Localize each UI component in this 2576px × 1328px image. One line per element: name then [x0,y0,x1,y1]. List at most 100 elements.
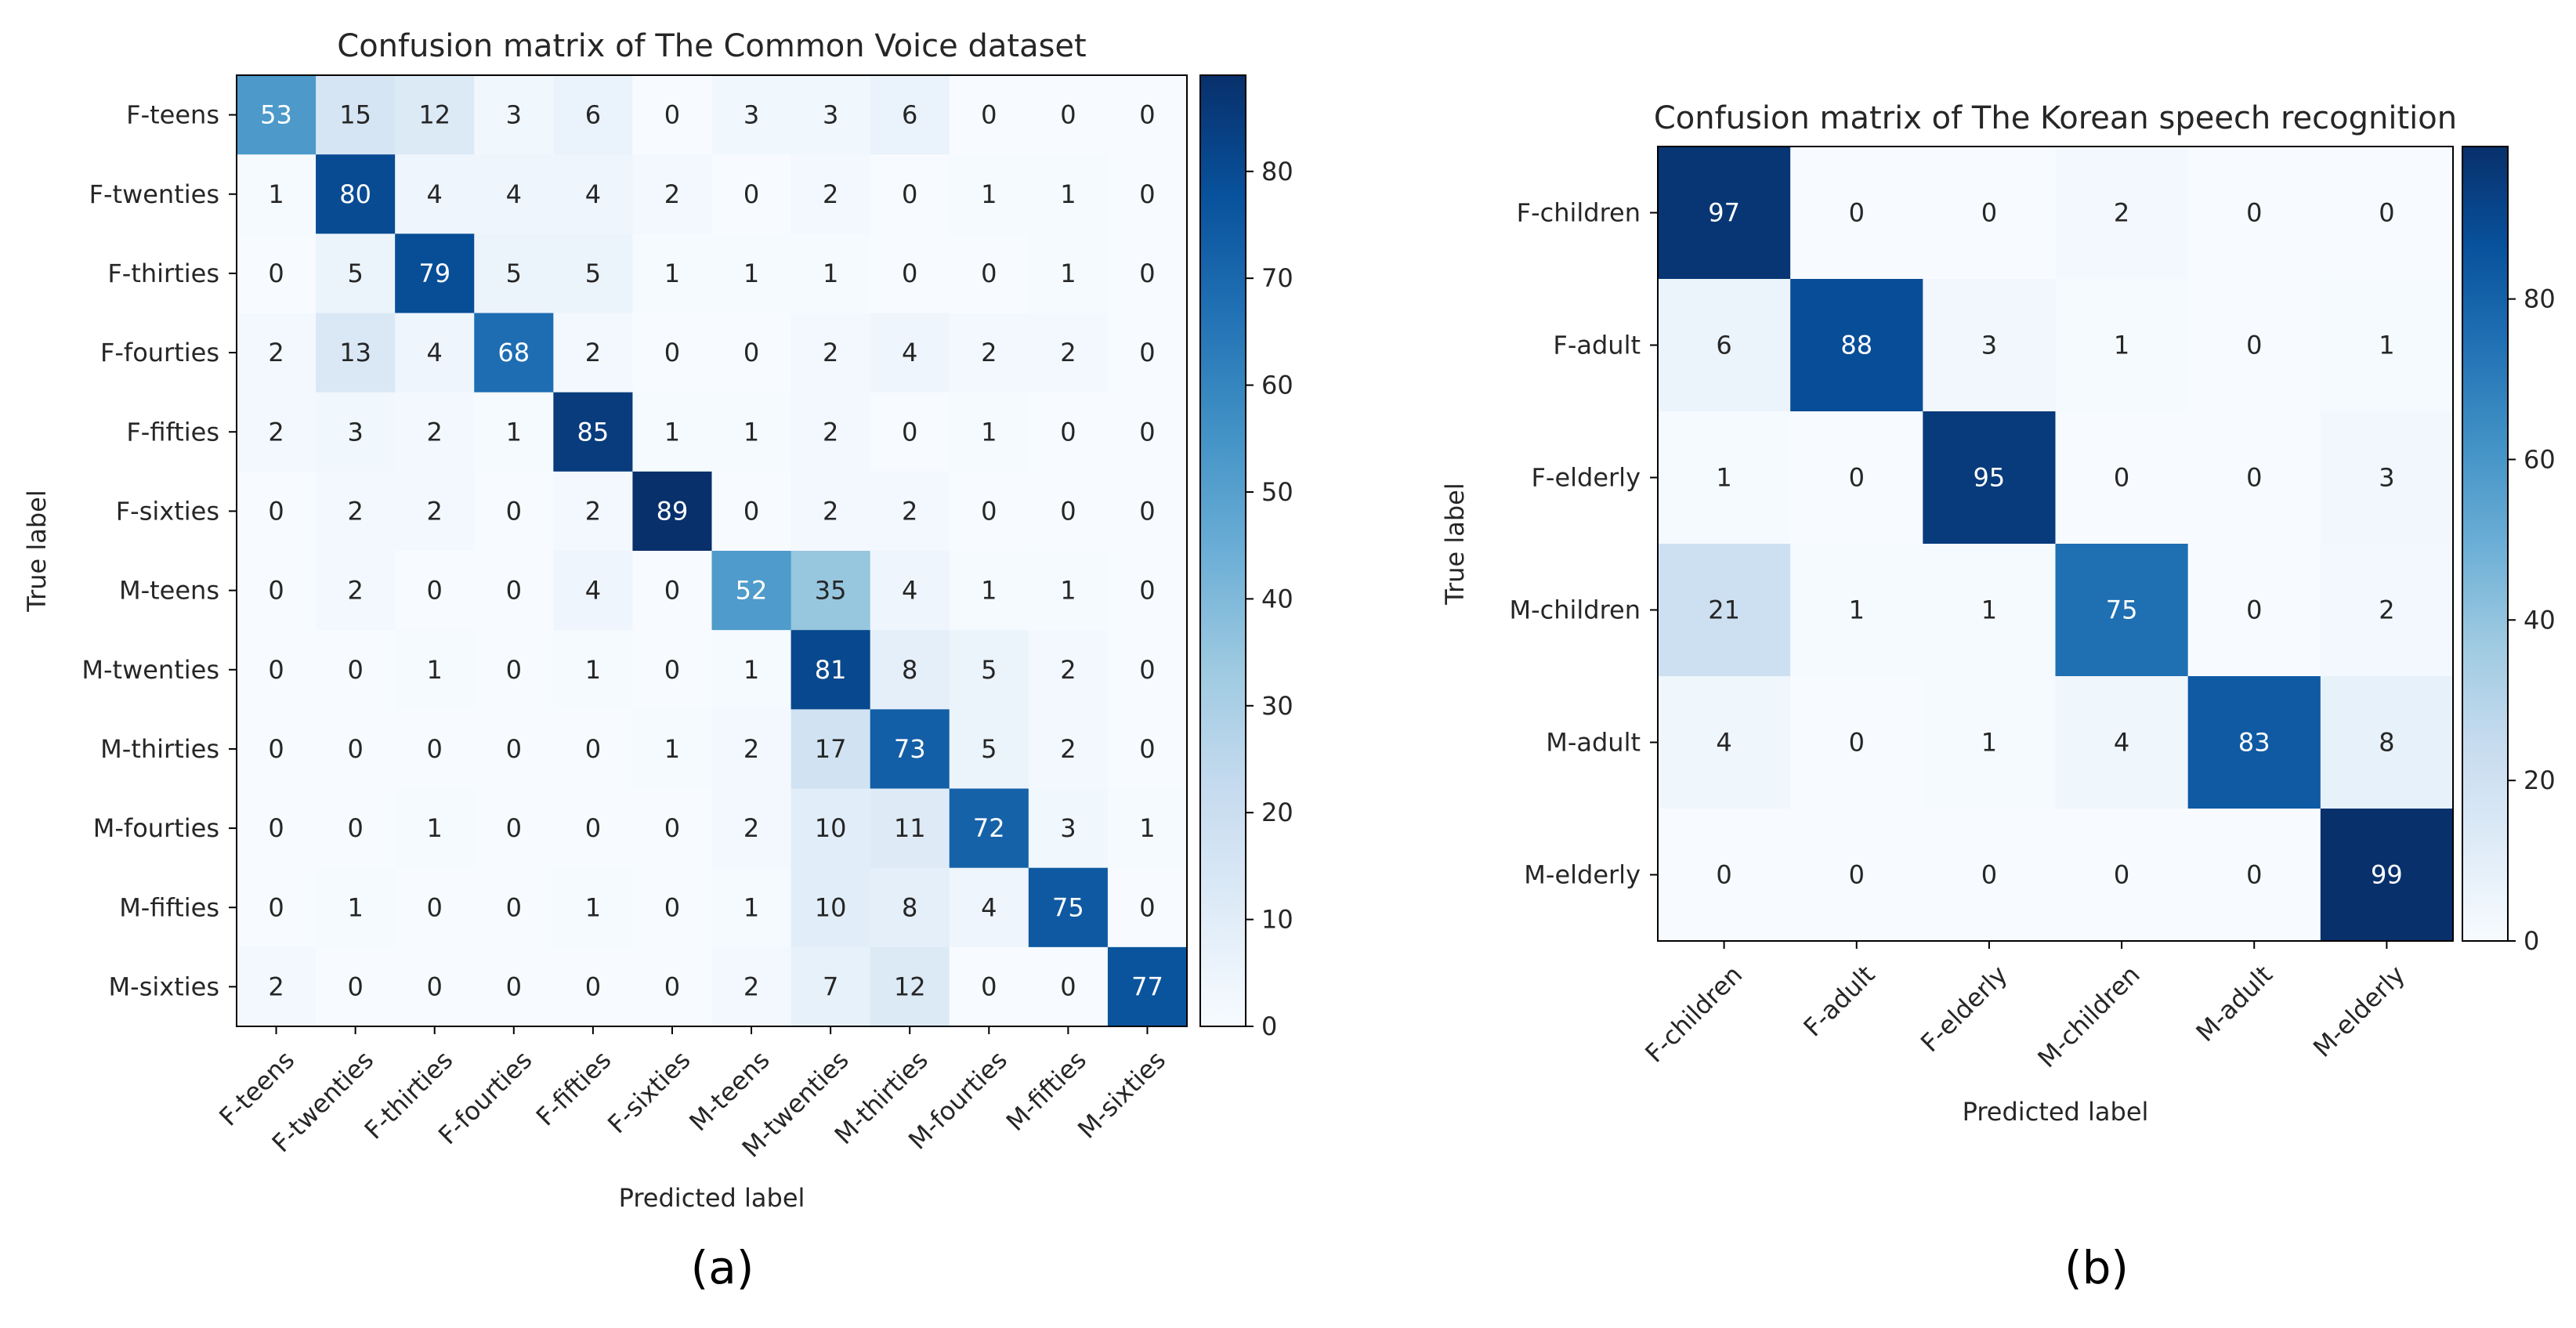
heatmap-cell [1028,392,1109,472]
cell-value-label: 7 [823,972,838,1001]
heatmap-cell [1790,676,1923,809]
heatmap-cell [870,392,950,472]
cell-value-label: 2 [347,496,363,526]
cell-value-label: 0 [2379,198,2394,228]
heatmap-cell [395,630,475,710]
cell-value-label: 0 [1139,734,1155,764]
cell-value-label: 1 [981,417,997,447]
cell-value-label: 1 [664,734,680,764]
heatmap-cell [949,392,1029,472]
cell-value-label: 3 [2379,463,2394,493]
cell-value-label: 2 [268,338,284,367]
cell-value-label: 0 [268,655,284,685]
cell-value-label: 1 [743,259,759,288]
cell-value-label: 1 [268,179,284,209]
y-tick-labels: F-teens F-twenties F-thirties F-fourties F-f… [81,100,237,1001]
cell-value-label: 0 [1139,100,1155,130]
heatmap-cell [1790,809,1923,942]
heatmap-cell [395,154,475,234]
heatmap-cell [237,233,317,314]
cell-value-label: 0 [427,892,443,922]
cell-value-label: 0 [1716,860,1731,890]
cell-value-label: 0 [1139,417,1155,447]
heatmap-cell [632,154,713,234]
heatmap-cell [632,630,713,710]
cell-value-label: 5 [347,259,363,288]
heatmap-cell [870,154,950,234]
heatmap-cell [1028,551,1109,631]
cell-value-label: 4 [1716,728,1731,758]
colorbar-tick-label: 20 [1261,798,1293,827]
heatmap-cell [1028,75,1109,155]
heatmap-cell [2187,809,2321,942]
cell-value-label: 0 [664,100,680,130]
colorbar-tick-label: 30 [1261,691,1293,721]
cell-value-label: 5 [981,655,997,685]
heatmap-cell [1107,946,1188,1027]
cell-value-label: 0 [981,972,997,1001]
cell-value-label: 1 [1060,259,1076,288]
cell-value-label: 0 [664,813,680,843]
heatmap-cell [237,946,317,1027]
cell-value-label: 21 [1708,595,1740,625]
cell-value-label: 5 [585,259,601,288]
heatmap-cell [1028,867,1109,948]
y-tick-label: M-children [1509,595,1641,625]
x-tick-label: M-children [2031,960,2145,1073]
cell-value-label: 3 [823,100,838,130]
cell-value-label: 73 [894,734,926,764]
heatmap-cell [1028,233,1109,314]
heatmap-cell [949,709,1029,790]
heatmap-cell [1790,147,1923,280]
heatmap-cell [474,471,554,552]
heatmap-cell [395,471,475,552]
heatmap-cell [474,946,554,1027]
heatmap-cell [949,233,1029,314]
heatmap-cell [1028,154,1109,234]
heatmap-cell [395,313,475,393]
heatmap-cell [1028,709,1109,790]
cell-value-label: 1 [743,892,759,922]
cell-value-label: 0 [1849,728,1865,758]
heatmap-cell [791,233,871,314]
cell-value-label: 4 [427,179,443,209]
cell-value-label: 0 [268,576,284,606]
heatmap-cell [474,75,554,155]
cell-value-label: 2 [1060,734,1076,764]
cell-value-label: 0 [585,813,601,843]
cell-value-label: 1 [427,813,443,843]
heatmap-cell [870,788,950,869]
heatmap-cell [711,233,792,314]
cell-value-label: 1 [664,417,680,447]
cell-value-label: 0 [1139,179,1155,209]
heatmap-cell [1107,551,1188,631]
cell-value-label: 75 [2106,595,2138,625]
heatmap-cell [791,946,871,1027]
heatmap-cell [237,471,317,552]
cell-value-label: 0 [347,655,363,685]
cell-value-label: 2 [902,496,917,526]
y-tick-label: M-elderly [1524,860,1641,890]
cell-value-label: 1 [1981,595,1997,625]
cell-value-label: 12 [894,972,926,1001]
heatmap-cell [2320,279,2454,412]
heatmap-cell [949,551,1029,631]
cell-value-label: 17 [815,734,847,764]
heatmap-cell [791,313,871,393]
y-tick-label: F-thirties [107,259,219,288]
x-tick-label: M-adult [2191,960,2278,1048]
cell-value-label: 0 [1139,576,1155,606]
cell-value-label: 68 [497,338,530,367]
cell-value-label: 2 [268,972,284,1001]
cell-value-label: 1 [506,417,522,447]
heatmap-cell [474,630,554,710]
heatmap-cell [1107,75,1188,155]
heatmap-cell [870,946,950,1027]
cell-value-label: 0 [1849,198,1865,228]
colorbar-tick-label: 20 [2524,765,2556,795]
cell-value-label: 1 [981,576,997,606]
heatmap-cell [2320,676,2454,809]
heatmap-cells: 97 0 0 2 0 0 6 88 3 1 0 1 1 0 95 0 0 3 21 1 1 75 0 2 4 0 1 4 83 8 0 0 0 0… [1658,147,2454,942]
cell-value-label: 77 [1131,972,1163,1001]
